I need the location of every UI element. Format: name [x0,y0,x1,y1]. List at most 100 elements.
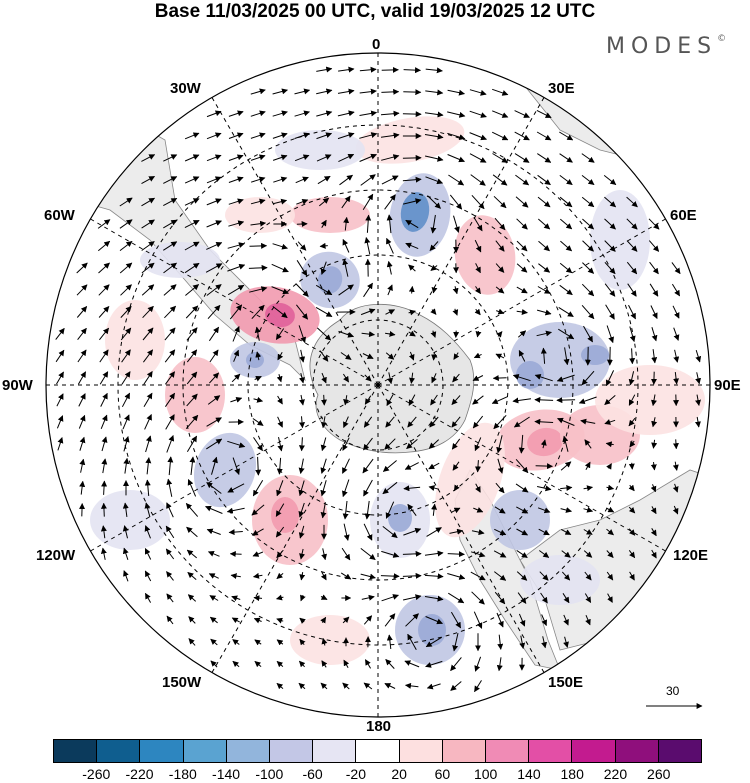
wind-arrow [77,327,87,341]
wind-arrow [98,262,110,274]
wind-arrow [189,456,196,476]
wind-arrow [386,394,394,407]
wind-arrow [163,284,177,296]
wind-arrow [451,395,461,406]
wind-arrow [321,548,328,561]
wind-arrow [629,571,635,581]
wind-arrow [359,132,378,139]
wind-arrow [76,284,88,296]
modes-logo: MODES© [606,34,726,59]
wind-arrow [382,460,397,472]
wind-arrow [650,305,658,320]
map-title: Base 11/03/2025 00 UTC, valid 19/03/2025… [154,1,596,22]
wind-arrow [363,682,373,690]
wind-arrow [163,241,178,251]
wind-arrow [206,132,222,140]
wind-arrow [583,529,593,535]
wind-arrow [276,594,284,601]
lon-label-30w: 30W [170,80,201,97]
wind-arrow [228,110,244,117]
wind-arrow [142,305,154,319]
wind-arrow [227,263,246,272]
wind-arrow [341,195,351,209]
wind-arrow [276,374,283,383]
wind-arrow [206,220,222,228]
wind-arrow [164,349,176,363]
wind-arrow [297,241,307,251]
wind-arrow [186,393,198,407]
wind-arrow [447,111,466,118]
wind-arrow [425,67,443,74]
wind-arrow [629,440,636,448]
wind-arrow [382,526,398,538]
wind-arrow [474,656,482,672]
wind-arrow [450,657,462,672]
wind-arrow [381,550,400,558]
wind-arrow [672,505,679,515]
wind-arrow [430,394,438,406]
wind-arrow [321,372,327,384]
colorbar-tick-label: -20 [345,766,366,782]
wind-arrow [540,439,547,449]
wind-arrow [606,528,614,536]
colorbar-segment [486,740,530,762]
wind-arrow [272,243,288,250]
colorbar-tick-label: 140 [517,766,541,782]
wind-arrow [584,439,592,449]
wind-arrow [563,636,569,648]
wind-arrow [166,615,174,625]
wind-arrow [276,683,284,690]
wind-arrow [320,594,328,600]
negative-anomaly [590,190,650,290]
wind-arrow [120,284,132,296]
wind-arrow [340,572,352,580]
wind-arrow [342,238,350,253]
wind-arrow [184,198,200,206]
wind-arrow [184,241,200,251]
wind-arrow [100,392,108,407]
wind-arrow [494,528,507,536]
negative-anomaly [246,352,264,368]
wind-arrow [57,437,64,451]
wind-arrow [277,395,283,405]
wind-arrow [337,110,355,117]
wind-arrow [276,617,284,624]
wind-arrow [101,480,108,495]
wind-arrow [404,660,420,668]
wind-arrow [206,417,222,427]
wind-arrow [425,176,444,185]
wind-arrow [384,194,396,210]
wind-arrow [362,458,374,474]
wind-arrow [229,304,243,320]
wind-arrow [251,528,264,536]
wind-arrow [342,616,350,624]
wind-arrow [384,613,396,627]
lon-label-60e: 60E [670,207,697,224]
wind-arrow [363,615,373,625]
wind-arrow [119,241,133,251]
negative-anomaly [90,490,170,550]
wind-arrow [536,131,552,141]
wind-arrow [55,327,65,340]
wind-arrow [453,352,460,360]
lon-label-60w: 60W [44,207,75,224]
wind-arrow [561,571,571,581]
wind-arrow [299,416,306,429]
negative-anomaly [581,345,609,365]
wind-arrow [342,479,350,498]
logo-text: MODES [606,34,718,59]
wind-arrow [299,638,306,646]
wind-arrow [320,502,327,519]
wind-arrow [298,394,305,406]
wind-arrow [408,264,416,272]
wind-arrow [320,416,327,429]
wind-arrow [583,550,593,558]
wind-arrow [271,286,289,295]
wind-arrow [470,551,486,558]
wind-arrow [248,264,268,271]
wind-arrow [228,529,243,536]
wind-arrow [452,632,459,652]
wind-arrow [119,197,133,207]
wind-arrow [228,198,244,205]
wind-arrow [648,240,660,252]
